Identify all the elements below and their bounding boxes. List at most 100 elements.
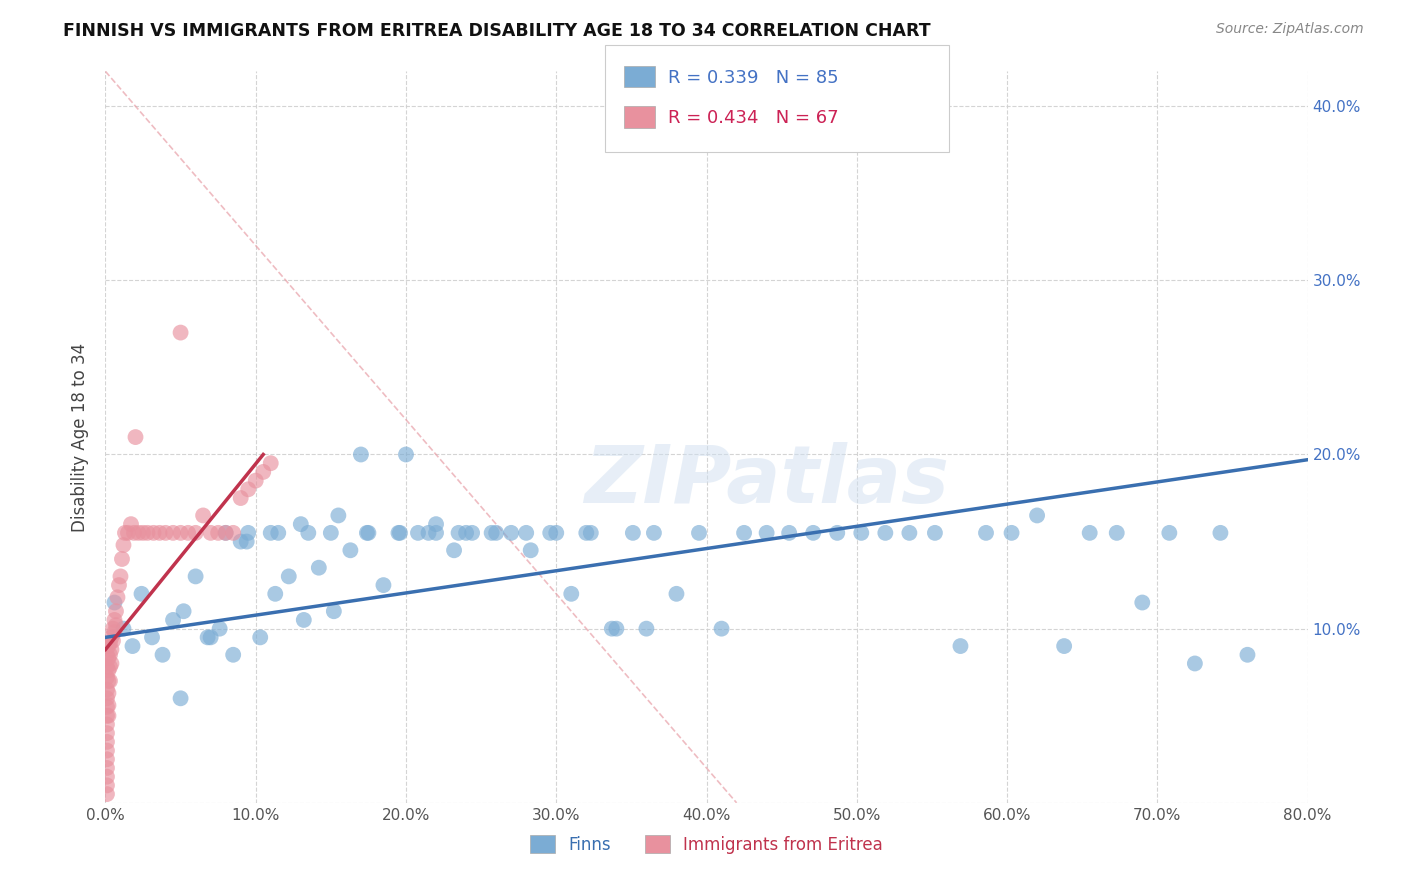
Point: [96, 682, 118, 697]
Point: [142, 525, 165, 540]
Point: [152, 648, 174, 662]
Point: [600, 622, 623, 636]
Point: [97, 639, 120, 653]
Point: [97, 708, 120, 723]
Point: [425, 525, 447, 540]
Point: [801, 525, 824, 540]
Point: [162, 613, 184, 627]
Point: [96, 752, 118, 766]
Point: [1000, 525, 1022, 540]
Y-axis label: Disability Age 18 to 34: Disability Age 18 to 34: [72, 343, 90, 532]
Point: [103, 595, 125, 609]
Point: [148, 525, 170, 540]
Point: [1026, 508, 1049, 523]
Point: [456, 525, 478, 540]
Point: [100, 642, 122, 657]
Point: [200, 631, 222, 645]
Point: [350, 448, 373, 462]
Point: [177, 525, 200, 540]
Point: [778, 525, 800, 540]
Point: [546, 525, 568, 540]
Point: [108, 578, 131, 592]
Point: [1130, 595, 1153, 609]
Point: [481, 525, 503, 540]
Point: [136, 525, 159, 540]
Point: [406, 525, 429, 540]
Point: [112, 538, 135, 552]
Point: [208, 622, 231, 636]
Point: [214, 525, 236, 540]
Text: R = 0.434   N = 67: R = 0.434 N = 67: [668, 109, 838, 127]
Point: [322, 604, 344, 618]
Point: [96, 726, 118, 740]
Point: [114, 525, 136, 540]
Point: [98, 673, 121, 688]
Point: [387, 525, 409, 540]
Point: [1184, 657, 1206, 671]
Point: [96, 778, 118, 792]
Point: [96, 708, 118, 723]
Point: [120, 517, 142, 532]
Point: [131, 587, 153, 601]
Point: [949, 639, 972, 653]
Point: [560, 587, 582, 601]
Point: [924, 525, 946, 540]
Point: [98, 648, 121, 662]
Point: [319, 525, 342, 540]
Text: R = 0.339   N = 85: R = 0.339 N = 85: [668, 69, 838, 87]
Point: [173, 604, 195, 618]
Point: [238, 525, 260, 540]
Point: [96, 761, 118, 775]
Point: [117, 525, 139, 540]
Point: [104, 604, 127, 618]
Point: [184, 569, 207, 583]
Point: [141, 631, 163, 645]
Text: Source: ZipAtlas.com: Source: ZipAtlas.com: [1216, 22, 1364, 37]
Point: [308, 560, 330, 574]
Point: [169, 326, 191, 340]
Point: [101, 622, 124, 636]
Point: [710, 622, 733, 636]
Point: [636, 622, 658, 636]
Point: [260, 456, 283, 470]
Point: [96, 691, 118, 706]
Point: [104, 618, 127, 632]
Point: [395, 448, 418, 462]
Point: [292, 613, 315, 627]
Point: [357, 525, 380, 540]
Point: [328, 508, 350, 523]
Point: [111, 552, 134, 566]
Point: [229, 534, 252, 549]
Point: [229, 491, 252, 505]
Point: [297, 525, 319, 540]
Point: [96, 717, 118, 731]
Point: [169, 691, 191, 706]
Point: [103, 613, 125, 627]
Point: [485, 525, 508, 540]
Point: [898, 525, 921, 540]
Point: [100, 657, 122, 671]
Point: [169, 525, 191, 540]
Point: [755, 525, 778, 540]
Point: [97, 664, 120, 678]
Point: [124, 430, 146, 444]
Point: [100, 631, 122, 645]
Point: [974, 525, 997, 540]
Point: [107, 591, 129, 605]
Point: [96, 787, 118, 801]
Text: ZIPatlas: ZIPatlas: [583, 442, 949, 520]
Point: [290, 517, 312, 532]
Point: [643, 525, 665, 540]
Point: [96, 743, 118, 757]
Point: [97, 651, 120, 665]
Point: [235, 534, 257, 549]
Point: [96, 660, 118, 674]
Point: [733, 525, 755, 540]
Point: [122, 525, 145, 540]
Point: [519, 543, 541, 558]
Point: [356, 525, 378, 540]
Point: [132, 525, 155, 540]
Point: [97, 673, 120, 688]
Point: [461, 525, 484, 540]
Point: [665, 587, 688, 601]
